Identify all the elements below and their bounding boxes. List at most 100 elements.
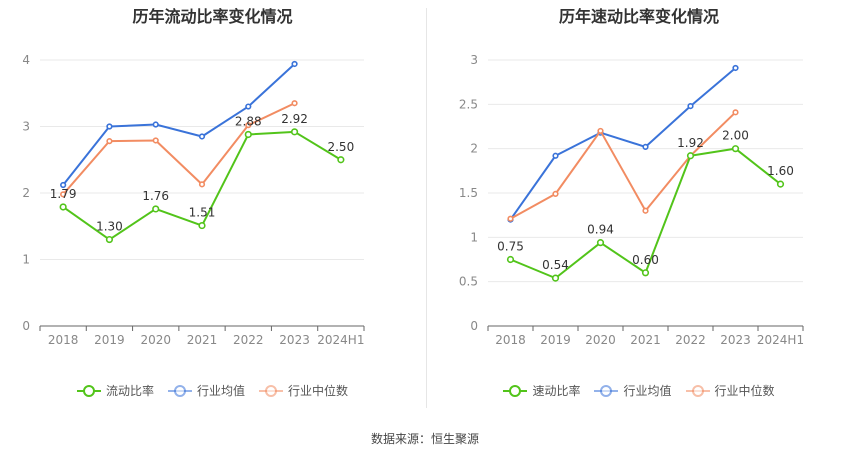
x-tick-label: 2023: [279, 333, 310, 347]
x-tick-label: 2020: [585, 333, 616, 347]
y-tick-label: 2.5: [459, 97, 478, 111]
legend-swatch-icon: [685, 384, 710, 398]
x-tick-label: 2018: [48, 333, 79, 347]
legend-item[interactable]: 行业均值: [167, 382, 245, 399]
x-tick-label: 2024H1: [757, 333, 804, 347]
data-label: 1.92: [677, 136, 704, 150]
chart-legend: 流动比率 行业均值 行业中位数: [0, 382, 425, 399]
legend-label: 行业中位数: [288, 384, 349, 398]
data-point: [60, 181, 67, 189]
data-source-note: 数据来源：恒生聚源: [370, 432, 479, 446]
y-tick-label: 1: [470, 230, 478, 244]
legend-label: 行业中位数: [714, 384, 775, 398]
data-label: 2.50: [327, 140, 354, 154]
y-tick-label: 2: [470, 142, 478, 156]
chart-title: 历年流动比率变化情况: [132, 7, 293, 26]
y-tick-label: 4: [22, 53, 30, 67]
data-point: [776, 180, 785, 188]
y-tick-label: 0.5: [459, 275, 478, 289]
x-tick-label: 2022: [675, 333, 706, 347]
data-label: 2.88: [235, 114, 262, 128]
data-point: [731, 145, 740, 153]
data-point: [337, 156, 345, 164]
y-tick-label: 3: [22, 120, 30, 134]
y-tick-label: 1: [22, 253, 30, 267]
data-point: [732, 64, 739, 72]
data-point: [245, 122, 252, 129]
data-point: [507, 215, 514, 222]
data-point: [152, 205, 160, 213]
legend-swatch-icon: [594, 384, 619, 398]
data-point: [245, 103, 252, 110]
data-label: 0.54: [542, 258, 569, 272]
data-point: [641, 269, 650, 277]
series-line: [509, 67, 737, 221]
x-tick-label: 2023: [720, 333, 751, 347]
y-tick-label: 2: [22, 186, 30, 200]
legend-swatch-icon: [76, 384, 101, 398]
data-label: 2.00: [722, 129, 749, 143]
data-point: [642, 207, 649, 214]
legend-label: 流动比率: [105, 384, 154, 398]
data-point: [60, 191, 67, 198]
x-tick-label: 2024H1: [317, 333, 364, 347]
data-point: [597, 127, 604, 135]
chart-panel-current-ratio: 历年流动比率变化情况 0 1 2 3 4 2018 2019 2020 2021 2022 2023…: [0, 0, 425, 410]
data-label: 2.92: [281, 112, 308, 126]
x-tick-label: 2021: [187, 333, 218, 347]
y-tick-label: 3: [470, 53, 478, 67]
data-label: 0.94: [587, 223, 614, 237]
data-point: [106, 138, 113, 145]
chart-panel-quick-ratio: 历年速动比率变化情况 0 0.5 1 1.5 2 2.5 3 2018 2019 2020 2021…: [428, 0, 850, 410]
chart-title: 历年速动比率变化情况: [558, 7, 719, 26]
data-point: [106, 123, 113, 130]
y-tick-label: 1.5: [459, 186, 478, 200]
legend-item[interactable]: 速动比率: [503, 382, 580, 399]
legend-item[interactable]: 行业中位数: [685, 382, 775, 399]
legend-label: 行业均值: [196, 384, 245, 398]
data-label: 1.79: [50, 187, 77, 201]
legend-item[interactable]: 行业均值: [594, 382, 672, 399]
data-point: [642, 143, 649, 150]
data-label: 0.60: [632, 253, 659, 267]
data-point: [198, 181, 206, 188]
chart-legend: 速动比率 行业均值 行业中位数: [428, 382, 850, 399]
data-point: [152, 121, 159, 128]
series-line: [510, 111, 737, 220]
chart-plot-area: 0 0.5 1 1.5 2 2.5 3 2018 2019 2020 2021 2022 2023 202…: [459, 53, 804, 347]
series-line: [62, 63, 296, 186]
data-point: [552, 190, 559, 197]
data-label: 1.30: [96, 220, 123, 234]
x-tick-label: 2022: [233, 333, 264, 347]
legend-item[interactable]: 行业中位数: [259, 382, 348, 399]
data-label: 0.75: [497, 240, 524, 254]
legend-label: 速动比率: [532, 384, 581, 398]
panel-divider: [426, 8, 427, 408]
chart-plot-area: 0 1 2 3 4 2018 2019 2020 2021 2022 2023 2024H1 1.79 1…: [22, 53, 365, 347]
data-label: 1.51: [189, 206, 216, 220]
data-point: [291, 100, 298, 107]
data-point: [198, 221, 206, 230]
data-point: [152, 137, 159, 144]
data-point: [290, 128, 299, 136]
data-point: [291, 60, 298, 68]
data-point: [244, 130, 252, 139]
x-tick-label: 2021: [630, 333, 661, 347]
legend-swatch-icon: [503, 384, 528, 398]
data-point: [732, 109, 739, 116]
data-point: [198, 133, 206, 140]
x-tick-label: 2019: [540, 333, 571, 347]
data-point: [506, 255, 515, 264]
data-label: 1.76: [142, 189, 169, 203]
data-point: [552, 152, 559, 159]
x-tick-label: 2020: [140, 333, 171, 347]
data-point: [59, 203, 67, 211]
data-point: [686, 152, 695, 160]
x-tick-label: 2018: [495, 333, 526, 347]
y-tick-label: 0: [22, 319, 30, 333]
x-tick-label: 2019: [94, 333, 125, 347]
legend-swatch-icon: [167, 384, 192, 398]
data-point: [596, 239, 605, 247]
legend-item[interactable]: 流动比率: [76, 382, 154, 399]
legend-label: 行业均值: [623, 384, 672, 398]
